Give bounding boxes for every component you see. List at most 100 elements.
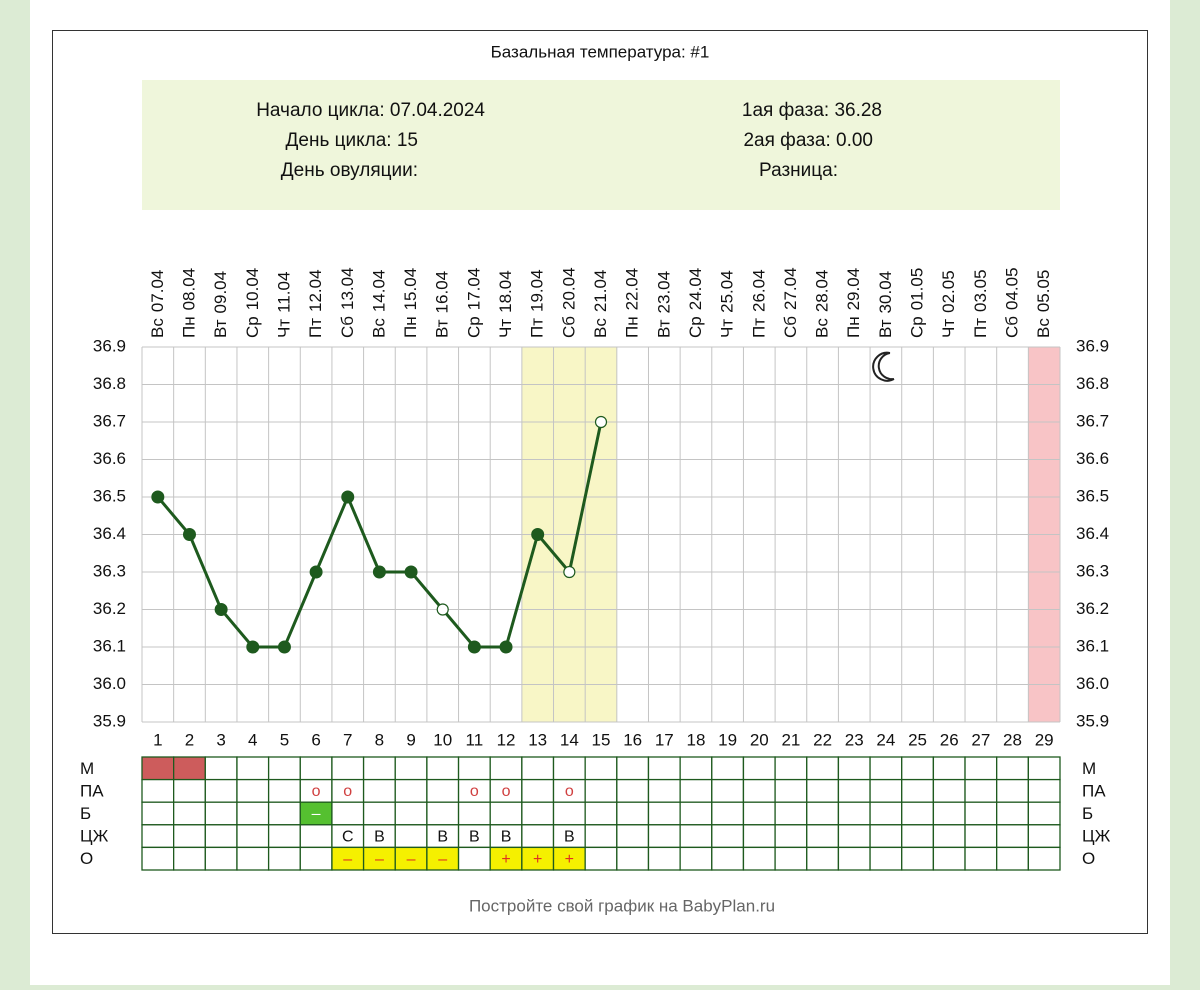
x-tick-label: 5 <box>280 730 289 749</box>
table-cell <box>616 778 650 803</box>
point <box>594 415 608 429</box>
date-label: Чт 25.04 <box>718 270 737 338</box>
table-cell <box>236 756 270 781</box>
info-text: 1ая фаза: 36.28 <box>742 100 882 121</box>
table-cell <box>362 756 396 781</box>
table-cell <box>331 756 365 781</box>
table-cell <box>362 801 396 826</box>
row-label: М <box>80 759 94 778</box>
point <box>277 640 291 654</box>
table-cell <box>679 846 713 871</box>
point <box>151 490 165 504</box>
date-label: Пн 08.04 <box>180 268 199 338</box>
cell-mark: + <box>501 851 510 868</box>
y-tick-label: 36.6 <box>93 449 126 468</box>
weekday: Чт <box>940 319 959 338</box>
cell-mark: o <box>565 783 574 800</box>
table-cell <box>141 846 175 871</box>
x-tick-label: 18 <box>687 730 706 749</box>
date: 11.04 <box>275 272 294 313</box>
date-label: Пн 29.04 <box>845 268 864 338</box>
date: 07.04 <box>148 270 167 313</box>
info-text: 2ая фаза: 0.00 <box>743 130 873 151</box>
date-label: Сб 20.04 <box>560 267 579 338</box>
cell-mark: + <box>533 851 542 868</box>
table-cell <box>869 778 903 803</box>
date: 29.04 <box>845 268 864 311</box>
x-tick-label: 8 <box>375 730 384 749</box>
weekday: Сб <box>560 316 579 338</box>
table-cell <box>679 824 713 849</box>
date: 26.04 <box>750 269 769 312</box>
cell-mark: – <box>438 851 447 868</box>
x-tick-label: 27 <box>971 730 990 749</box>
footer: Постройте свой график на BabyPlan.ru <box>469 896 775 915</box>
y-tick-label: 36.4 <box>93 524 126 543</box>
x-tick-label: 17 <box>655 730 674 749</box>
y-tick-label: 36.5 <box>1076 486 1109 505</box>
x-tick-label: 28 <box>1003 730 1022 749</box>
point <box>563 565 576 579</box>
table-cell <box>204 846 238 871</box>
table-cell <box>236 778 270 803</box>
y-tick-label: 36.6 <box>1076 449 1109 468</box>
x-tick-label: 22 <box>813 730 832 749</box>
weekday: Пт <box>528 318 547 338</box>
date: 09.04 <box>212 271 231 314</box>
table-cell <box>521 801 555 826</box>
date-label: Вс 07.04 <box>148 270 167 338</box>
weekday: Вс <box>370 318 389 338</box>
info-text: День овуляции: <box>281 160 418 181</box>
table-cell <box>964 756 998 781</box>
table-cell <box>774 846 808 871</box>
date-label: Вт 23.04 <box>655 271 674 338</box>
table-cell <box>521 756 555 781</box>
weekday: Вт <box>212 319 231 338</box>
table-cell <box>869 846 903 871</box>
cell-mark: С <box>342 828 354 845</box>
cell-mark: o <box>312 783 321 800</box>
x-tick-label: 11 <box>466 730 484 749</box>
weekday: Вс <box>591 318 610 338</box>
date-label: Ср 10.04 <box>243 268 262 338</box>
date: 05.05 <box>1035 270 1054 313</box>
table-cell <box>457 801 491 826</box>
table-cell <box>901 756 935 781</box>
weekday: Пт <box>971 318 990 338</box>
table-cell <box>806 801 840 826</box>
weekday: Пн <box>845 316 864 338</box>
date-label: Вт 09.04 <box>212 271 231 338</box>
table-cell <box>996 824 1029 849</box>
table-cell <box>173 801 206 826</box>
table-cell <box>584 824 618 849</box>
table-cell <box>932 824 966 849</box>
point <box>246 640 260 654</box>
cell-mark: o <box>470 783 479 800</box>
date: 22.04 <box>623 268 642 311</box>
point <box>436 603 449 616</box>
table-cell <box>521 824 555 849</box>
table-cell <box>647 756 681 781</box>
x-tick-label: 7 <box>343 730 352 749</box>
x-tick-label: 12 <box>497 730 516 749</box>
y-tick-label: 36.9 <box>1076 336 1109 355</box>
row-label: ПА <box>80 781 104 800</box>
table-cell <box>837 801 871 826</box>
date-label: Вс 21.04 <box>591 270 610 338</box>
table-cell <box>1027 824 1061 849</box>
table-cell <box>964 846 998 871</box>
y-tick-label: 36.8 <box>1076 374 1109 393</box>
row-label: О <box>1082 849 1095 868</box>
date: 08.04 <box>180 268 199 311</box>
y-tick-label: 36.7 <box>1076 411 1109 430</box>
table-cell <box>806 824 840 849</box>
table-cell <box>521 778 555 803</box>
table-cell <box>267 846 301 871</box>
table-cell <box>837 824 871 849</box>
table-cell <box>204 824 238 849</box>
table-cell <box>932 778 966 803</box>
table-cell <box>204 756 238 781</box>
table-cell <box>584 756 618 781</box>
table-cell <box>806 846 840 871</box>
